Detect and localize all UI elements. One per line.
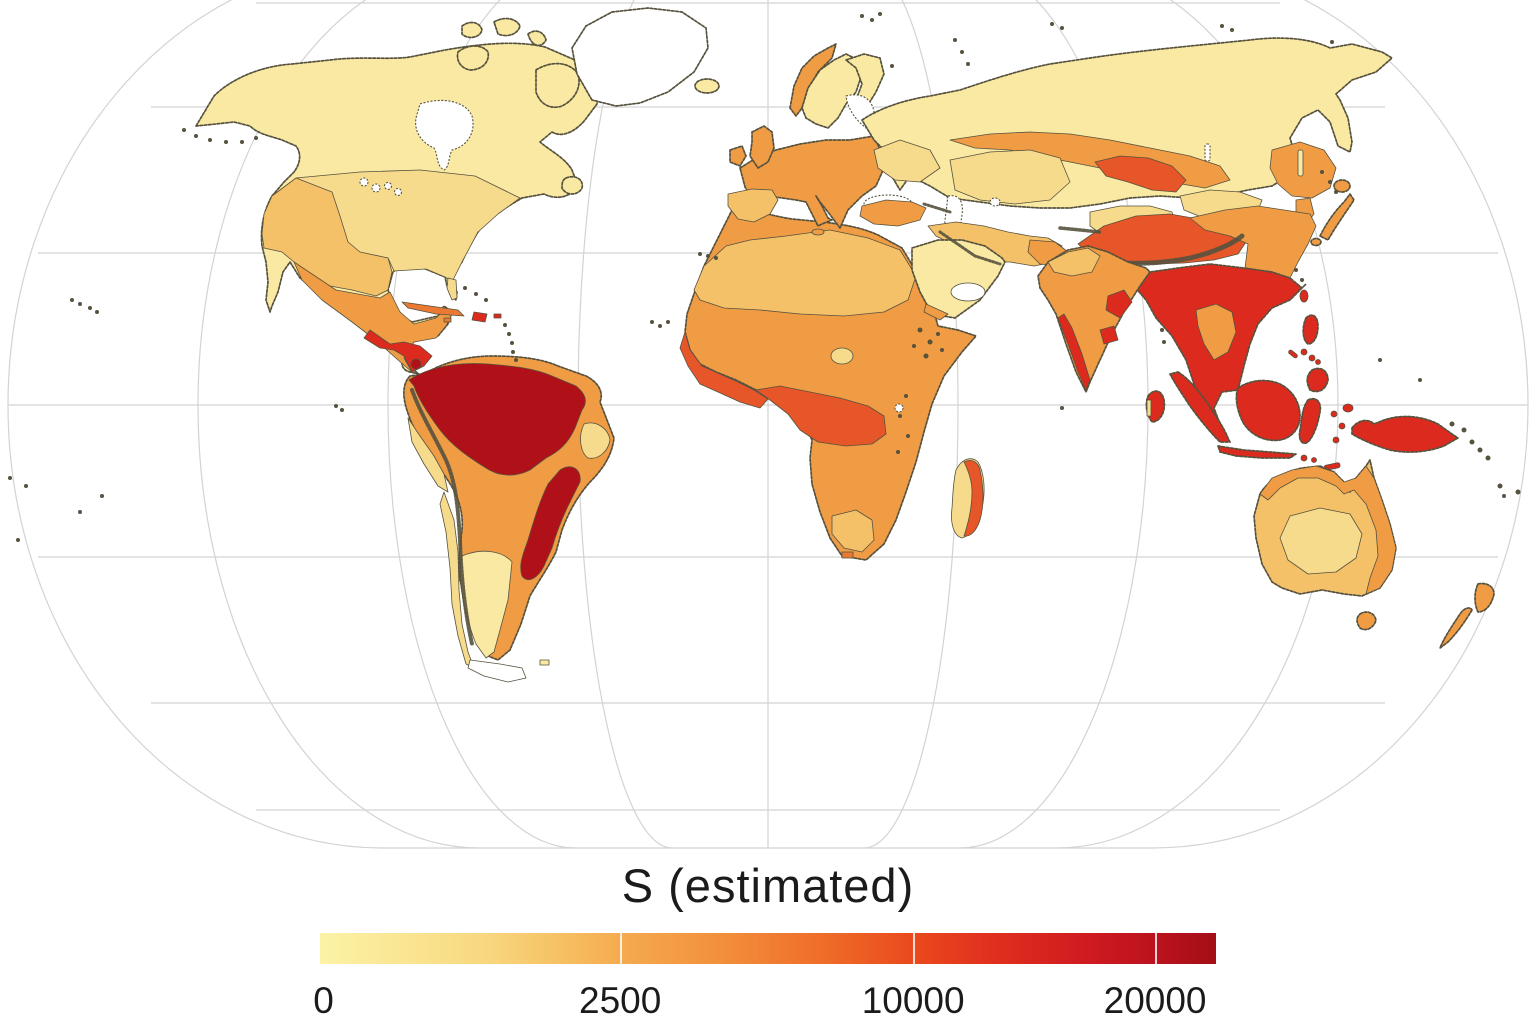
region-tasmania (1356, 611, 1377, 631)
region-costa-rica-darkred (410, 358, 422, 370)
oceania (1253, 459, 1495, 649)
southeast-asia-islands (1169, 314, 1521, 498)
region-madagascar-east (963, 460, 984, 537)
region-iceland (694, 78, 720, 94)
island-specks (8, 12, 1338, 542)
legend-tick-mark (620, 933, 623, 964)
europe (727, 43, 885, 236)
region-iberia (727, 188, 779, 223)
asia (859, 37, 1393, 433)
region-hispaniola (471, 311, 488, 323)
legend-tick-label: 0 (313, 980, 334, 1021)
region-philippines (1288, 314, 1329, 393)
south-america (403, 355, 615, 683)
graticule (7, 0, 1529, 849)
region-eastern-ghats-1 (1105, 289, 1133, 319)
zagros-range (938, 230, 1002, 266)
region-central-thailand (1195, 303, 1237, 361)
caucasus-range (922, 202, 952, 214)
region-australia-north-east-rim (1259, 465, 1397, 595)
lake-baikal (1204, 143, 1211, 162)
world-map (7, 0, 1529, 849)
lake-victoria (894, 403, 904, 413)
region-sicily (811, 228, 825, 236)
region-congo-basin (755, 385, 887, 447)
region-yemen-highlands (923, 303, 949, 321)
region-peru-coast (407, 417, 449, 493)
region-new-guinea (1351, 415, 1459, 453)
region-taiwan (1299, 289, 1309, 303)
region-java (1217, 445, 1297, 459)
region-greenland-nodata (571, 7, 709, 107)
legend-tick-mark (1155, 933, 1158, 964)
legend-tick-label: 10000 (861, 980, 965, 1021)
region-new-zealand-south (1439, 607, 1473, 649)
region-newfoundland (561, 175, 584, 195)
japan (1310, 179, 1355, 247)
region-australia-interior (1279, 507, 1363, 575)
region-west-central-europe (739, 135, 885, 229)
tien-shan-range (1058, 226, 1102, 234)
legend-tick-labels: 0 2500 10000 20000 (313, 980, 1216, 1022)
region-eastern-ghats-2 (1099, 325, 1119, 345)
region-rub-al-khali-nodata (950, 282, 986, 302)
melanesia-micronesia-dots (1378, 358, 1521, 498)
region-finland (845, 53, 885, 109)
region-guinea-coast (679, 331, 769, 409)
africa (679, 205, 985, 561)
legend-title: S (estimated) (621, 859, 915, 912)
region-cuba (401, 301, 465, 317)
great-lakes (359, 177, 403, 197)
region-kazakh-desert (949, 149, 1071, 205)
region-sumatra (1169, 371, 1231, 443)
legend-tick-label: 2500 (579, 980, 662, 1021)
north-america (195, 17, 599, 375)
region-sri-lanka-west (1146, 399, 1152, 417)
sakhalin (1297, 149, 1304, 177)
region-britain (749, 125, 775, 169)
canadian-arctic-islands (456, 17, 580, 109)
legend-tick-label: 20000 (1103, 980, 1207, 1021)
region-amazonia-darkred (408, 363, 586, 476)
region-puerto-rico (493, 313, 502, 319)
region-sweden (801, 53, 863, 129)
region-wallacea-lesser-sunda (1300, 403, 1354, 471)
tierra-del-fuego (467, 659, 527, 683)
region-jamaica (443, 317, 452, 323)
region-mexico (293, 261, 453, 373)
caribbean-islands (401, 301, 502, 323)
region-western-us (261, 177, 393, 297)
region-new-zealand-north (1474, 582, 1495, 613)
region-sahara (693, 229, 917, 317)
ethiopian-highlands (896, 327, 944, 454)
region-western-ghats (1057, 313, 1091, 391)
legend-colorbar (320, 933, 1216, 964)
region-sulawesi (1298, 397, 1322, 445)
region-cape (841, 551, 854, 559)
region-altai-sayan (1094, 155, 1187, 193)
hudson-bay (415, 99, 474, 171)
andes-range (410, 388, 474, 646)
region-ireland (729, 145, 747, 167)
region-anatolia (859, 199, 927, 227)
region-thar (1047, 247, 1101, 277)
region-borneo (1235, 379, 1301, 442)
region-chad-basin (830, 347, 854, 365)
region-ukraine-steppe (873, 139, 941, 183)
region-karoo (831, 509, 875, 553)
legend-tick-mark (913, 933, 916, 964)
region-india-deccan (1037, 245, 1151, 393)
region-atlantic-forest-darkred (520, 466, 581, 580)
region-florida (446, 277, 458, 301)
region-caatinga (580, 422, 611, 459)
aral-sea (989, 197, 1001, 207)
falkland-islands (539, 659, 550, 666)
